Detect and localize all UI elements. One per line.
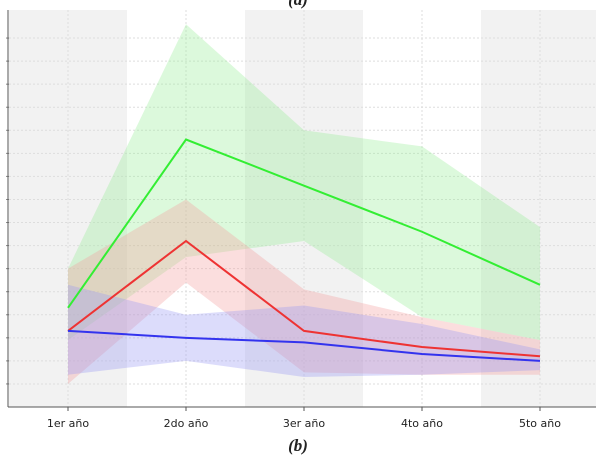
line [67, 329, 541, 362]
caption: (b) [288, 436, 308, 455]
stripe [481, 10, 596, 407]
x-tick-label: 3er año [283, 417, 325, 430]
x-tick-label: 2do año [164, 417, 209, 430]
x-tick-label: 4to año [401, 417, 443, 430]
band [68, 199, 540, 384]
line [67, 239, 541, 358]
x-tick-label: 5to año [519, 417, 561, 430]
line [67, 138, 541, 309]
x-tick-label: 1er año [47, 417, 89, 430]
top-caption: (a) [288, 0, 308, 9]
band [68, 24, 540, 341]
stripe [9, 10, 127, 407]
